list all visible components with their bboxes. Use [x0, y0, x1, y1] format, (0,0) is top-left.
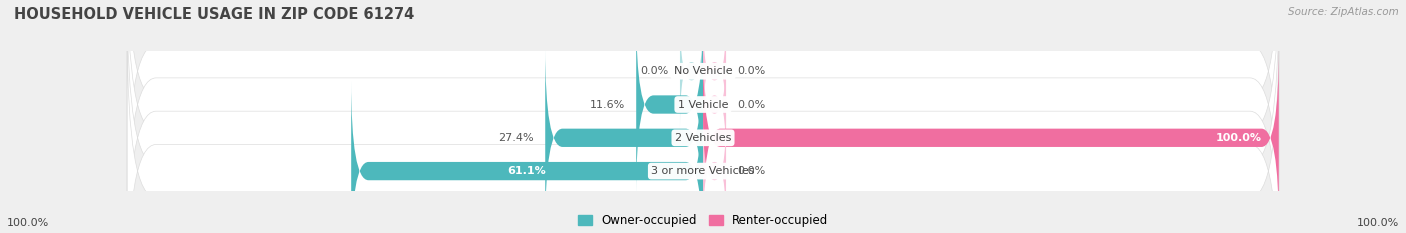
- FancyBboxPatch shape: [703, 47, 725, 162]
- FancyBboxPatch shape: [546, 47, 703, 229]
- Text: 100.0%: 100.0%: [1357, 218, 1399, 228]
- FancyBboxPatch shape: [703, 47, 1279, 229]
- Text: 11.6%: 11.6%: [589, 99, 624, 110]
- Text: 0.0%: 0.0%: [640, 66, 668, 76]
- Text: Source: ZipAtlas.com: Source: ZipAtlas.com: [1288, 7, 1399, 17]
- Text: 0.0%: 0.0%: [738, 99, 766, 110]
- Text: 100.0%: 100.0%: [1216, 133, 1261, 143]
- FancyBboxPatch shape: [703, 114, 725, 229]
- Text: 0.0%: 0.0%: [738, 166, 766, 176]
- Text: HOUSEHOLD VEHICLE USAGE IN ZIP CODE 61274: HOUSEHOLD VEHICLE USAGE IN ZIP CODE 6127…: [14, 7, 415, 22]
- Text: 27.4%: 27.4%: [498, 133, 534, 143]
- Legend: Owner-occupied, Renter-occupied: Owner-occupied, Renter-occupied: [578, 214, 828, 227]
- Text: 61.1%: 61.1%: [508, 166, 547, 176]
- FancyBboxPatch shape: [681, 14, 703, 129]
- Text: 0.0%: 0.0%: [738, 66, 766, 76]
- Text: 1 Vehicle: 1 Vehicle: [678, 99, 728, 110]
- FancyBboxPatch shape: [127, 0, 1279, 233]
- Text: 2 Vehicles: 2 Vehicles: [675, 133, 731, 143]
- FancyBboxPatch shape: [127, 0, 1279, 211]
- FancyBboxPatch shape: [636, 14, 703, 195]
- Text: No Vehicle: No Vehicle: [673, 66, 733, 76]
- Text: 3 or more Vehicles: 3 or more Vehicles: [651, 166, 755, 176]
- FancyBboxPatch shape: [127, 31, 1279, 233]
- FancyBboxPatch shape: [127, 0, 1279, 233]
- FancyBboxPatch shape: [352, 80, 703, 233]
- Text: 100.0%: 100.0%: [7, 218, 49, 228]
- FancyBboxPatch shape: [703, 14, 725, 129]
